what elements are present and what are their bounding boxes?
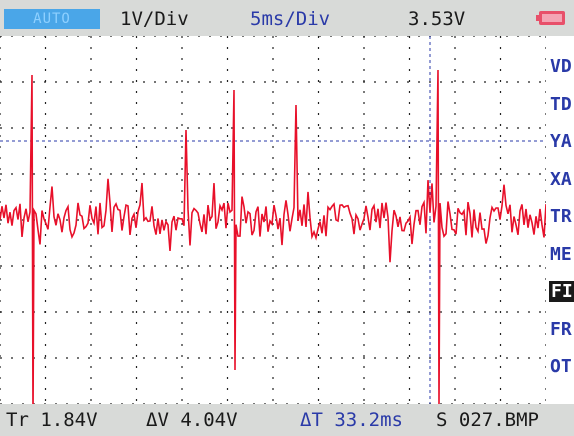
menu-item-fi[interactable]: FI bbox=[549, 281, 574, 302]
trigger-mode-badge[interactable]: AUTO bbox=[4, 9, 100, 29]
time-per-div-label[interactable]: 5ms/Div bbox=[250, 8, 331, 30]
trigger-level-readout: Tr 1.84V bbox=[6, 409, 98, 431]
menu-item-ya[interactable]: YA bbox=[550, 131, 572, 152]
menu-item-fr[interactable]: FR bbox=[550, 318, 572, 340]
menu-item-xa[interactable]: XA bbox=[550, 168, 572, 190]
side-menu: VD TD YA XA TR ME FI FR OT bbox=[546, 36, 574, 404]
signal-trace bbox=[0, 69, 547, 421]
cursor-markers bbox=[0, 36, 546, 404]
menu-item-me[interactable]: ME bbox=[550, 243, 572, 265]
status-bar: AUTO 1V/Div 5ms/Div 3.53V bbox=[0, 0, 574, 36]
voltage-reading: 3.53V bbox=[408, 8, 466, 30]
scope-grid bbox=[0, 35, 547, 421]
waveform-display[interactable] bbox=[0, 35, 547, 421]
delta-voltage-readout: ΔV 4.04V bbox=[146, 409, 238, 431]
menu-item-ot[interactable]: OT bbox=[550, 356, 572, 377]
battery-icon bbox=[536, 11, 565, 25]
delta-time-readout: ΔT 33.2ms bbox=[300, 409, 403, 431]
menu-item-vd[interactable]: VD bbox=[550, 56, 572, 77]
file-name-readout: S 027.BMP bbox=[436, 409, 539, 431]
measurement-bar: Tr 1.84V ΔV 4.04V ΔT 33.2ms S 027.BMP bbox=[0, 404, 574, 436]
menu-item-tr[interactable]: TR bbox=[550, 206, 572, 227]
volts-per-div-label[interactable]: 1V/Div bbox=[120, 8, 189, 30]
menu-item-td[interactable]: TD bbox=[550, 93, 572, 115]
